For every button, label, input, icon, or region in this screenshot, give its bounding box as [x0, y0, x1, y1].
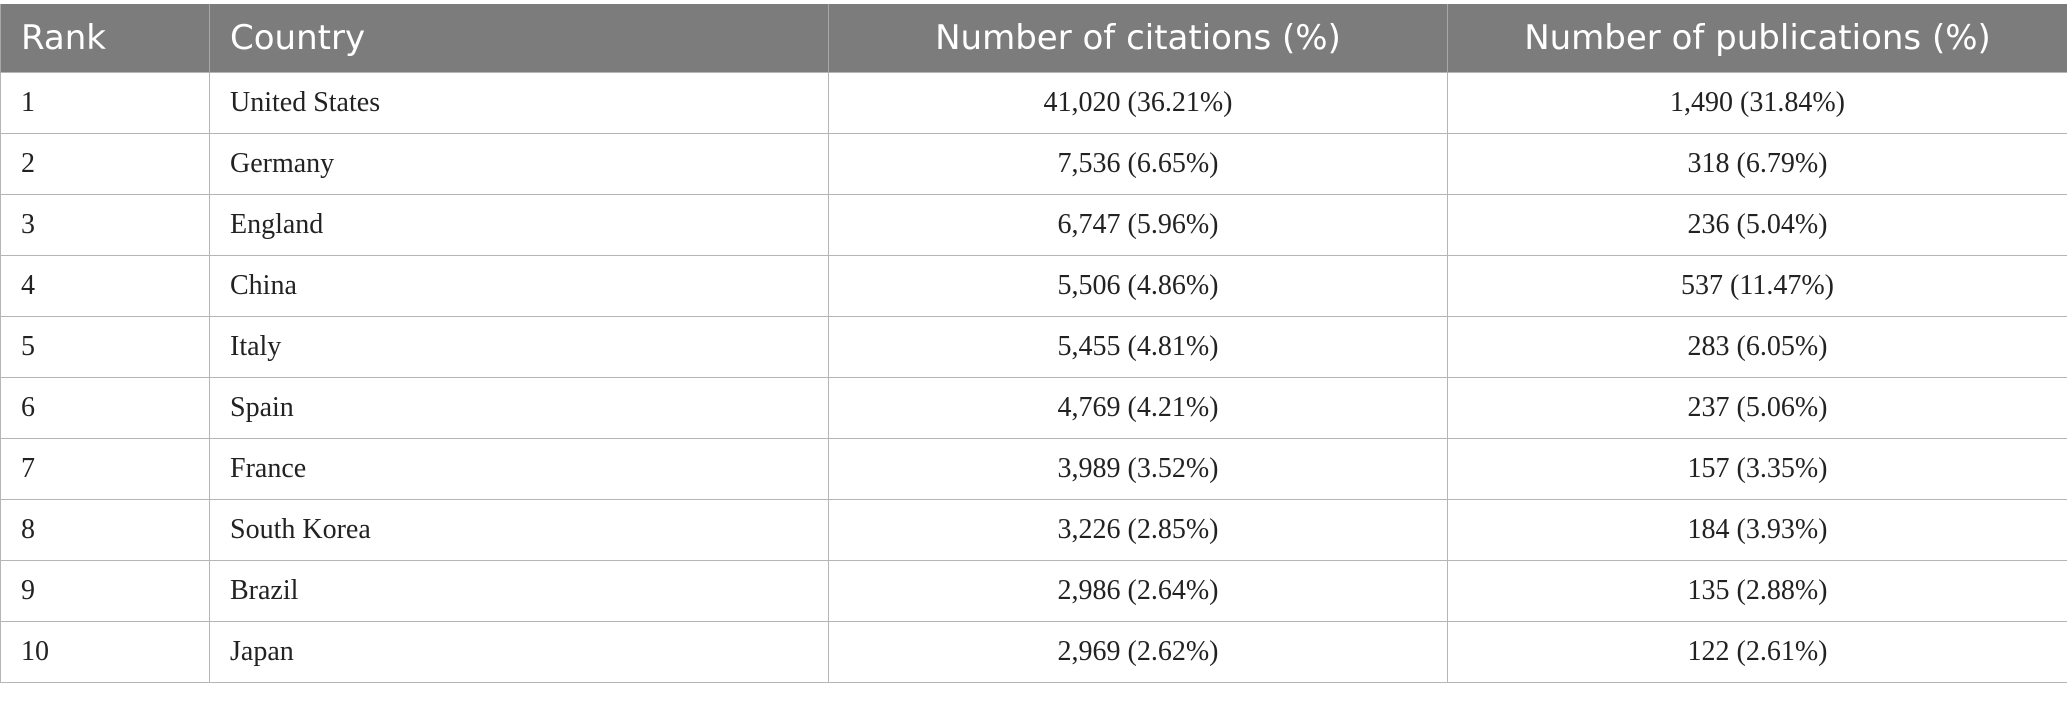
- rank-cell: 2: [0, 132, 210, 195]
- country-cell: South Korea: [209, 498, 829, 561]
- citations-cell: 5,455 (4.81%): [828, 315, 1448, 378]
- rank-cell: 9: [0, 559, 210, 622]
- publications-cell: 237 (5.06%): [1447, 376, 2067, 439]
- rank-cell: 7: [0, 437, 210, 500]
- rank-cell: 3: [0, 193, 210, 256]
- table-row: 6 Spain 4,769 (4.21%) 237 (5.06%): [0, 376, 2067, 439]
- publications-cell: 135 (2.88%): [1447, 559, 2067, 622]
- table-row: 3 England 6,747 (5.96%) 236 (5.04%): [0, 193, 2067, 256]
- table-header: Rank Country Number of citations (%) Num…: [0, 4, 2067, 72]
- country-cell: England: [209, 193, 829, 256]
- header-row: Rank Country Number of citations (%) Num…: [0, 4, 2067, 72]
- country-cell: France: [209, 437, 829, 500]
- header-citations: Number of citations (%): [828, 4, 1448, 72]
- country-ranking-table-container: Rank Country Number of citations (%) Num…: [0, 4, 2067, 683]
- citations-cell: 7,536 (6.65%): [828, 132, 1448, 195]
- table-row: 2 Germany 7,536 (6.65%) 318 (6.79%): [0, 132, 2067, 195]
- publications-cell: 1,490 (31.84%): [1447, 71, 2067, 134]
- publications-cell: 283 (6.05%): [1447, 315, 2067, 378]
- country-ranking-table: Rank Country Number of citations (%) Num…: [0, 4, 2067, 683]
- country-cell: Italy: [209, 315, 829, 378]
- country-cell: United States: [209, 71, 829, 134]
- citations-cell: 4,769 (4.21%): [828, 376, 1448, 439]
- citations-cell: 41,020 (36.21%): [828, 71, 1448, 134]
- country-cell: Brazil: [209, 559, 829, 622]
- rank-cell: 4: [0, 254, 210, 317]
- publications-cell: 157 (3.35%): [1447, 437, 2067, 500]
- country-cell: Germany: [209, 132, 829, 195]
- table-row: 1 United States 41,020 (36.21%) 1,490 (3…: [0, 71, 2067, 134]
- citations-cell: 2,986 (2.64%): [828, 559, 1448, 622]
- table-row: 9 Brazil 2,986 (2.64%) 135 (2.88%): [0, 559, 2067, 622]
- header-rank: Rank: [0, 4, 210, 72]
- citations-cell: 5,506 (4.86%): [828, 254, 1448, 317]
- publications-cell: 184 (3.93%): [1447, 498, 2067, 561]
- publications-cell: 318 (6.79%): [1447, 132, 2067, 195]
- table-row: 5 Italy 5,455 (4.81%) 283 (6.05%): [0, 315, 2067, 378]
- country-cell: China: [209, 254, 829, 317]
- citations-cell: 3,226 (2.85%): [828, 498, 1448, 561]
- table-body: 1 United States 41,020 (36.21%) 1,490 (3…: [0, 71, 2067, 683]
- header-country: Country: [209, 4, 829, 72]
- table-row: 7 France 3,989 (3.52%) 157 (3.35%): [0, 437, 2067, 500]
- rank-cell: 6: [0, 376, 210, 439]
- publications-cell: 236 (5.04%): [1447, 193, 2067, 256]
- country-cell: Japan: [209, 620, 829, 683]
- rank-cell: 1: [0, 71, 210, 134]
- table-row: 4 China 5,506 (4.86%) 537 (11.47%): [0, 254, 2067, 317]
- rank-cell: 5: [0, 315, 210, 378]
- table-row: 10 Japan 2,969 (2.62%) 122 (2.61%): [0, 620, 2067, 683]
- publications-cell: 537 (11.47%): [1447, 254, 2067, 317]
- rank-cell: 8: [0, 498, 210, 561]
- citations-cell: 3,989 (3.52%): [828, 437, 1448, 500]
- country-cell: Spain: [209, 376, 829, 439]
- table-row: 8 South Korea 3,226 (2.85%) 184 (3.93%): [0, 498, 2067, 561]
- rank-cell: 10: [0, 620, 210, 683]
- header-publications: Number of publications (%): [1447, 4, 2067, 72]
- citations-cell: 6,747 (5.96%): [828, 193, 1448, 256]
- citations-cell: 2,969 (2.62%): [828, 620, 1448, 683]
- publications-cell: 122 (2.61%): [1447, 620, 2067, 683]
